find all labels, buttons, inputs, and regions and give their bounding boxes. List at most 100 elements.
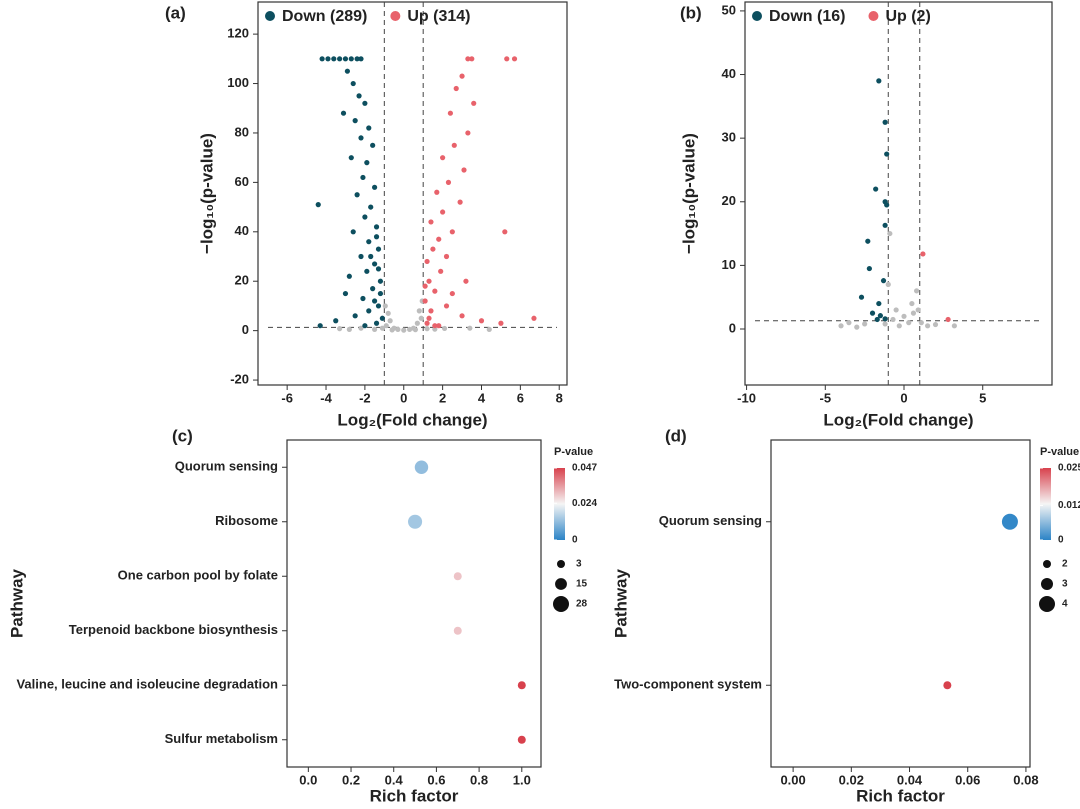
point [436, 236, 442, 242]
point [449, 290, 455, 297]
size-legend-marker [553, 596, 569, 612]
point [342, 56, 349, 62]
point [389, 327, 395, 333]
y-tick-label: One carbon pool by folate [118, 568, 278, 583]
point [352, 118, 358, 124]
point [364, 268, 370, 274]
y-tick-label: 40 [235, 223, 249, 238]
point [884, 151, 890, 157]
y-tick-label: 60 [235, 174, 249, 189]
y-tick-label: 50 [722, 2, 736, 17]
point [918, 320, 924, 326]
legend-label: Down (289) [282, 8, 367, 25]
y-tick-label: 0 [242, 322, 249, 337]
point [910, 310, 917, 316]
colorbar-title: P-value [1040, 446, 1079, 458]
point [424, 258, 430, 265]
panel-label: (b) [680, 3, 702, 22]
point [436, 323, 442, 329]
point [370, 286, 376, 292]
y-tick-label: 120 [227, 26, 249, 41]
point [945, 316, 951, 323]
point [440, 209, 446, 215]
point [882, 316, 888, 322]
point [426, 315, 432, 321]
legend-marker [868, 11, 879, 21]
point [414, 320, 420, 326]
size-legend-label: 28 [576, 599, 588, 610]
panel-label: (a) [165, 3, 186, 22]
point [401, 327, 407, 333]
point [424, 326, 430, 332]
x-tick-label: 0.4 [385, 772, 404, 787]
point [438, 268, 444, 274]
plot-frame [286, 439, 542, 768]
point [440, 155, 446, 161]
point [854, 324, 860, 330]
x-tick-label: 4 [478, 390, 486, 405]
colorbar-label: 0 [1058, 535, 1064, 546]
point [445, 179, 452, 185]
point [486, 326, 492, 333]
point [377, 290, 384, 297]
point [422, 298, 428, 304]
point [901, 313, 907, 319]
point [434, 189, 440, 195]
point [426, 278, 432, 284]
size-legend-marker [1041, 578, 1053, 590]
legend-label: Up (2) [885, 8, 930, 25]
point [348, 56, 354, 62]
point [362, 100, 368, 106]
point [498, 320, 504, 326]
legend-marker [265, 11, 275, 21]
point [372, 261, 378, 267]
plot-frame [744, 1, 1053, 386]
point [375, 266, 382, 272]
point [418, 315, 424, 321]
point [876, 78, 882, 84]
x-tick-label: -2 [359, 390, 371, 405]
legend-marker [390, 11, 401, 21]
point [387, 318, 393, 324]
point [350, 229, 356, 235]
y-tick-label: 20 [722, 193, 736, 208]
x-tick-label: 8 [556, 390, 563, 405]
point [348, 155, 354, 161]
x-tick-label: 0.02 [839, 772, 864, 787]
point [372, 298, 378, 304]
point [325, 56, 331, 62]
y-tick-label: Valine, leucine and isoleucine degradati… [16, 677, 278, 692]
x-tick-label: 5 [979, 390, 986, 405]
x-tick-label: 6 [517, 390, 524, 405]
point [366, 308, 372, 314]
point [882, 222, 888, 228]
colorbar-title: P-value [554, 446, 593, 458]
size-legend-marker [555, 578, 567, 590]
point [358, 56, 364, 62]
point [424, 320, 430, 326]
size-legend-marker [1039, 596, 1055, 612]
point [459, 313, 465, 319]
point [884, 202, 890, 208]
point [383, 323, 389, 329]
point [465, 56, 471, 62]
point [866, 265, 872, 272]
point [906, 320, 912, 326]
colorbar [554, 468, 565, 540]
point [344, 68, 350, 74]
point [876, 300, 882, 307]
size-legend-label: 3 [576, 559, 582, 570]
legend-marker [752, 11, 762, 21]
point [846, 320, 852, 326]
point [337, 326, 343, 332]
point [838, 323, 844, 329]
point [478, 318, 485, 324]
point [909, 300, 915, 307]
point [346, 326, 352, 333]
point [873, 186, 879, 192]
dot [517, 735, 526, 744]
point [463, 278, 469, 284]
point [368, 204, 374, 210]
point [443, 303, 450, 309]
point [862, 321, 868, 327]
